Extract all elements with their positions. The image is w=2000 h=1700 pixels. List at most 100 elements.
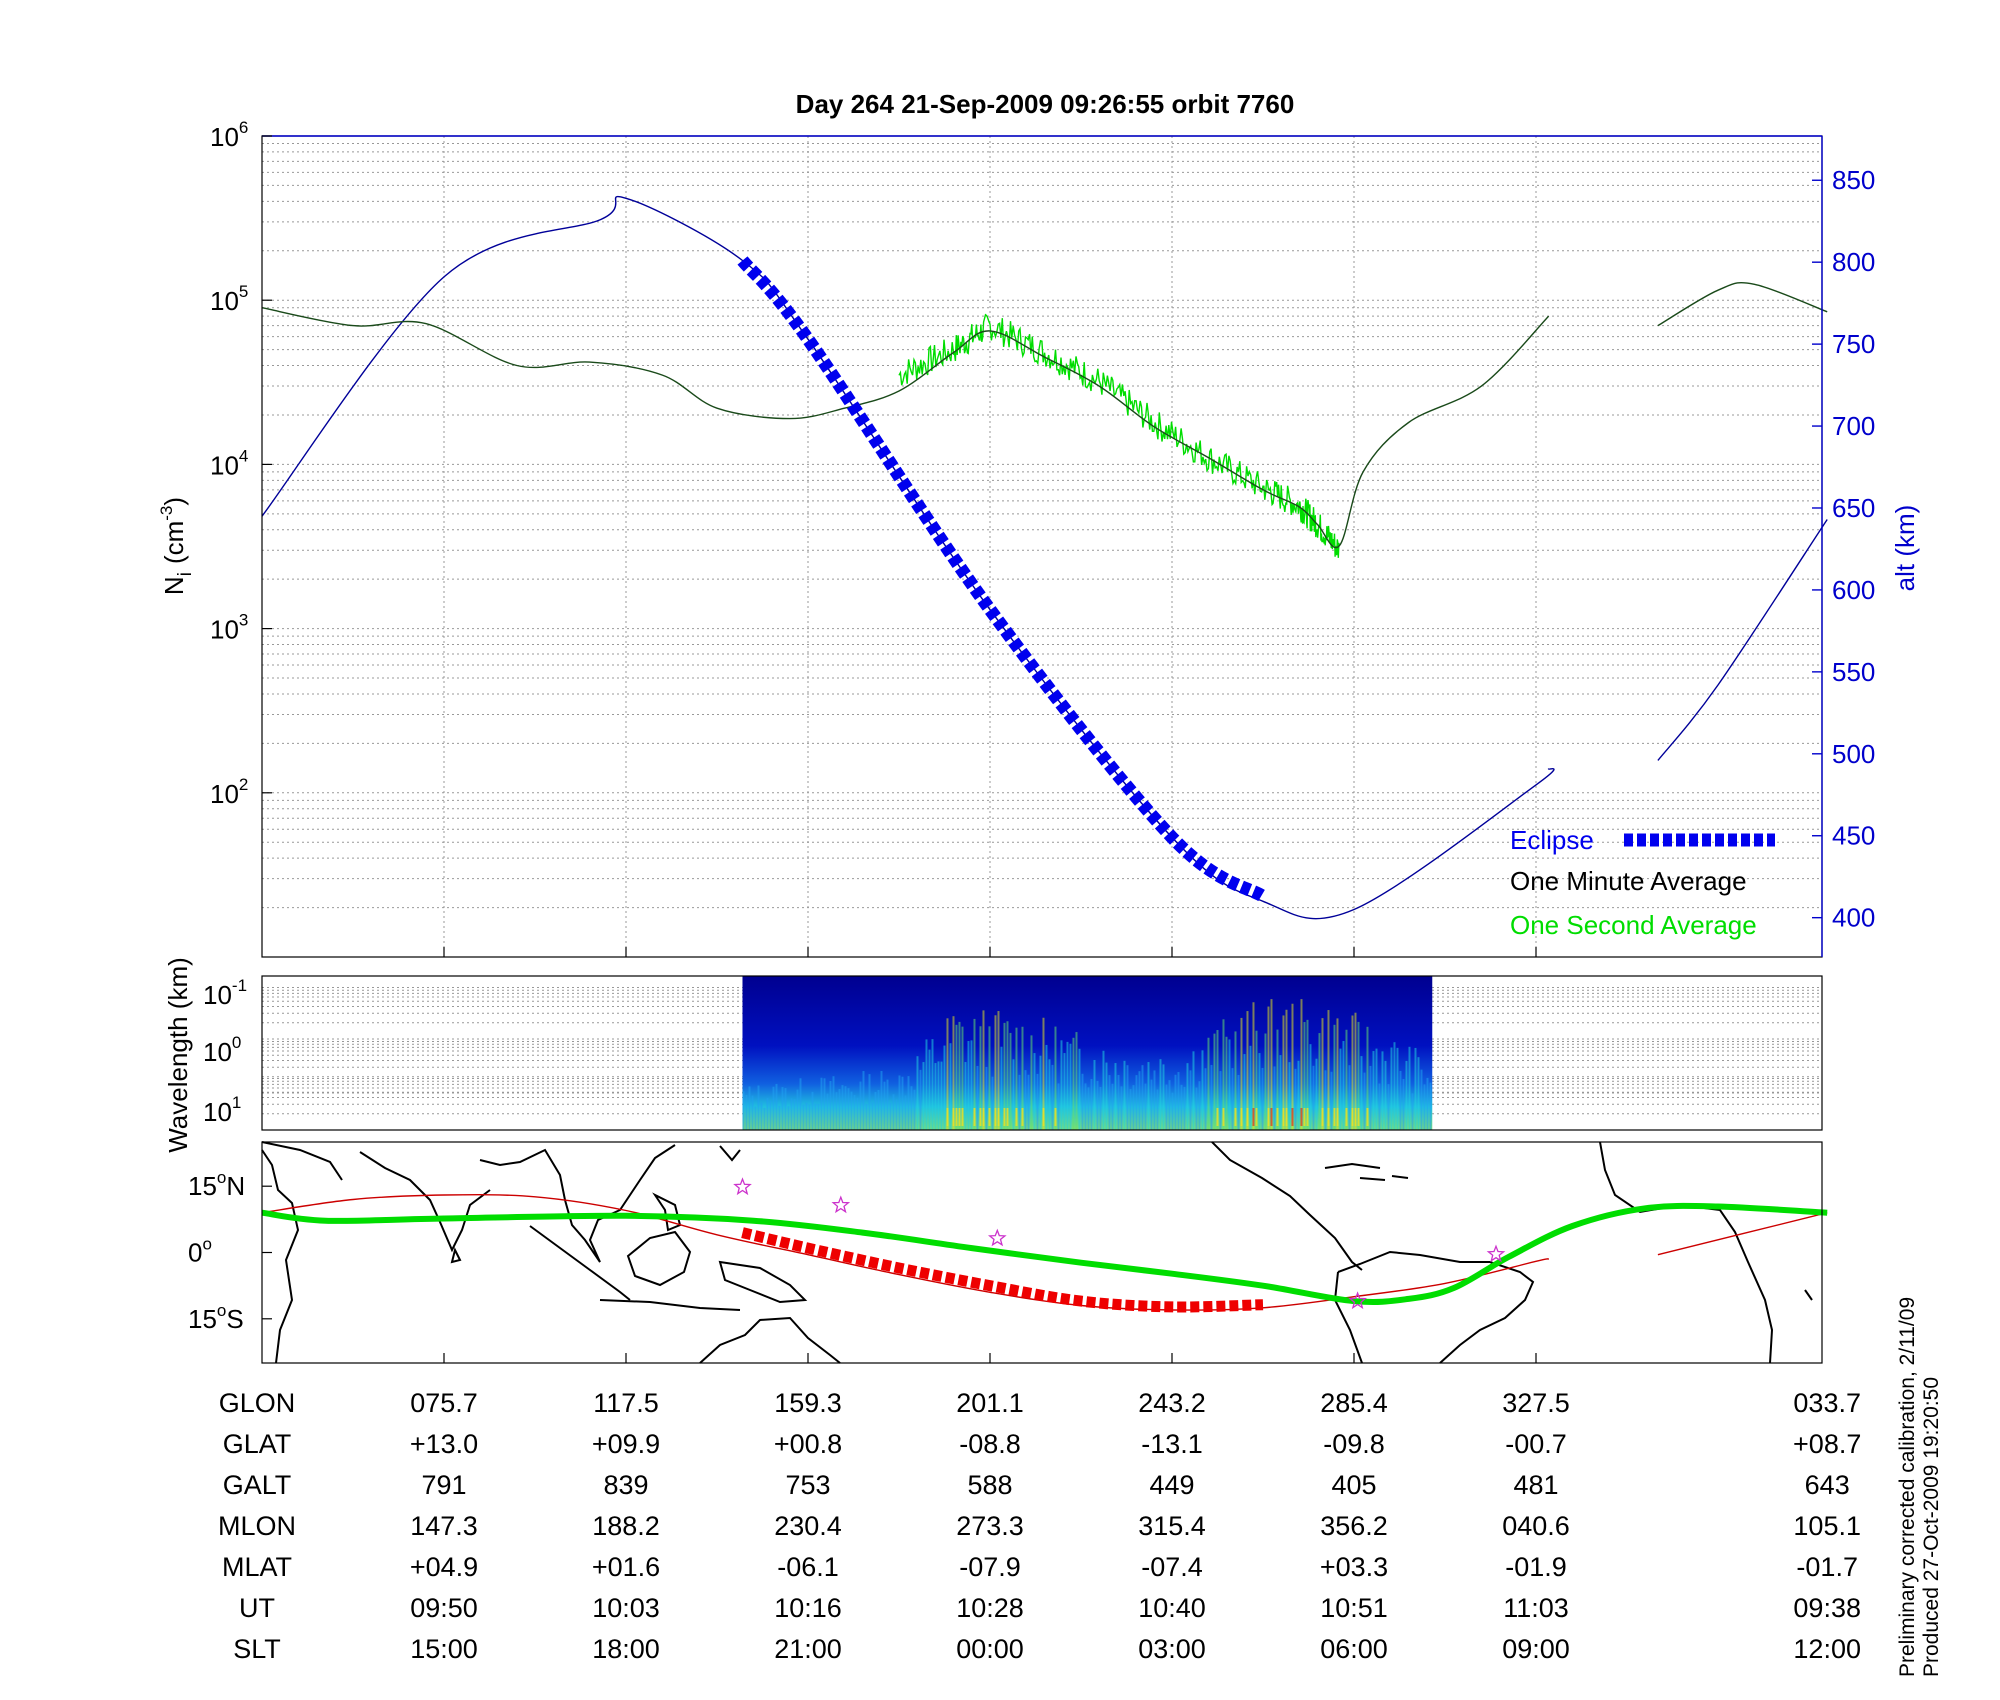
ephemeris-cell: 09:38 [1793,1593,1861,1623]
left-tick-exp: 3 [239,611,248,630]
spectrogram-streak [1306,1019,1309,1130]
footnote-line2: Produced 27-Oct-2009 19:20:50 [1920,1377,1943,1677]
spectrogram-streak [940,1061,943,1130]
spectrogram-peak [982,1108,985,1126]
spectrogram-streak [913,1089,916,1130]
ephemeris-row-label: UT [239,1593,275,1623]
spectrogram-streak [748,1086,751,1130]
left-axis-label-sub: i [175,572,196,576]
ephemeris-cell: 588 [967,1470,1012,1500]
spectrogram-peak [961,1108,964,1126]
spectrogram-streak [1312,1065,1315,1130]
left-tick-base: 10 [210,122,239,152]
spectrogram-streak [1348,1065,1351,1130]
spectrogram-streak [820,1077,823,1130]
spectrogram-streak [814,1103,817,1130]
spectrogram-streak [886,1079,889,1130]
left-tick-base: 10 [210,286,239,316]
map-tick-hemisphere: N [226,1171,245,1201]
spectrogram-tick-base: 10 [203,1037,232,1067]
spectrogram-streak [1120,1086,1123,1130]
spectrogram-peak [946,1108,949,1126]
spectrogram-streak [1000,1046,1003,1130]
spectrogram-peak [1300,1108,1303,1126]
ephemeris-row-label: GLAT [223,1429,292,1459]
right-axis-ticks: 400 450 500 550 600 650 700 750 800 850 [1812,165,1875,933]
spectrogram-streak [784,1088,787,1130]
eclipse-line [737,256,1267,903]
spectrogram-streak [844,1086,847,1130]
spectrogram-streak [1321,1018,1324,1130]
one-minute-average-line [1657,282,1828,327]
ground-track-line [261,1202,1828,1305]
spectrogram-streak [1210,1064,1213,1130]
ephemeris-cell: 356.2 [1320,1511,1388,1541]
coast-new-guinea [718,1260,808,1304]
ephemeris-row-label: MLON [218,1511,296,1541]
spectrogram-streak [1222,1019,1225,1130]
spectrogram-streak [781,1087,784,1130]
spectrogram-streak [1024,1070,1027,1130]
spectrogram-streak [961,1026,964,1130]
coast-madagascar [1804,1289,1813,1301]
altitude-curve [261,195,1828,920]
spectrogram-streak [1270,999,1273,1130]
right-tick-label: 700 [1832,411,1875,441]
spectrogram-streak [1159,1059,1162,1130]
spectrogram-peak [1291,1108,1294,1126]
map-tick-value: 0 [188,1238,202,1268]
spectrogram-streak [1336,1018,1339,1130]
spectrogram-streak [946,1018,949,1130]
spectrogram-streak [760,1102,763,1130]
spectrogram-streak [1216,1030,1219,1130]
ephemeris-cell: +04.9 [410,1552,478,1582]
spectrogram-streak [1162,1064,1165,1130]
spectrogram-streak [1141,1065,1144,1130]
ephemeris-cell: 273.3 [956,1511,1024,1541]
spectrogram-streak [1351,1015,1354,1130]
spectrogram-peak [955,1108,958,1126]
map-tick-hemisphere: S [226,1304,243,1334]
right-tick-label: 800 [1832,247,1875,277]
spectrogram-streak [1009,1032,1012,1130]
spectrogram-streak [1291,1003,1294,1130]
right-tick-label: 850 [1832,165,1875,195]
spectrogram-streak [1402,1079,1405,1130]
ephemeris-cell: 117.5 [593,1388,659,1418]
left-axis-label-open: (cm [159,521,189,564]
spectrogram-streak [1087,1087,1090,1130]
spectrogram-streak [1168,1080,1171,1130]
spectrogram-streak [823,1078,826,1130]
spectrogram-streak [757,1085,760,1130]
spectrogram-streak [1237,1074,1240,1130]
spectrogram-streak [1045,1044,1048,1130]
spectrogram-peak [1252,1108,1255,1126]
spectrogram-streak [1429,1082,1432,1130]
spectrogram-peak [1306,1108,1309,1126]
ephemeris-cell: 10:28 [956,1593,1024,1623]
ephemeris-cell: 12:00 [1793,1634,1861,1664]
spectrogram-streak [1366,1026,1369,1130]
eclipse-marks [737,256,1267,903]
spectrogram-streak [1018,1074,1021,1130]
right-tick-label: 400 [1832,903,1875,933]
spectrogram-streak [964,1062,967,1130]
spectrogram-streak [1150,1079,1153,1130]
spectrogram-streak [1417,1057,1420,1130]
spectrogram-streak [952,1016,955,1130]
spectrogram-peak [1327,1108,1330,1126]
spectrogram-streak [1129,1089,1132,1130]
spectrogram-streak [1249,1045,1252,1130]
left-tick-label: 102 [210,775,248,809]
ephemeris-cell: -01.9 [1505,1552,1567,1582]
spectrogram-streak [994,1015,997,1130]
legend: Eclipse One Minute Average One Second Av… [1510,825,1775,940]
map-tick-value: 15 [188,1171,217,1201]
spectrogram-streak [1423,1084,1426,1130]
right-tick-label: 500 [1832,739,1875,769]
spectrogram-streak [1267,1006,1270,1130]
spectrogram-streak [1156,1089,1159,1130]
spectrogram-streak [955,1024,958,1130]
spectrogram-streak [973,1018,976,1130]
spectrogram-streak [1099,1086,1102,1130]
